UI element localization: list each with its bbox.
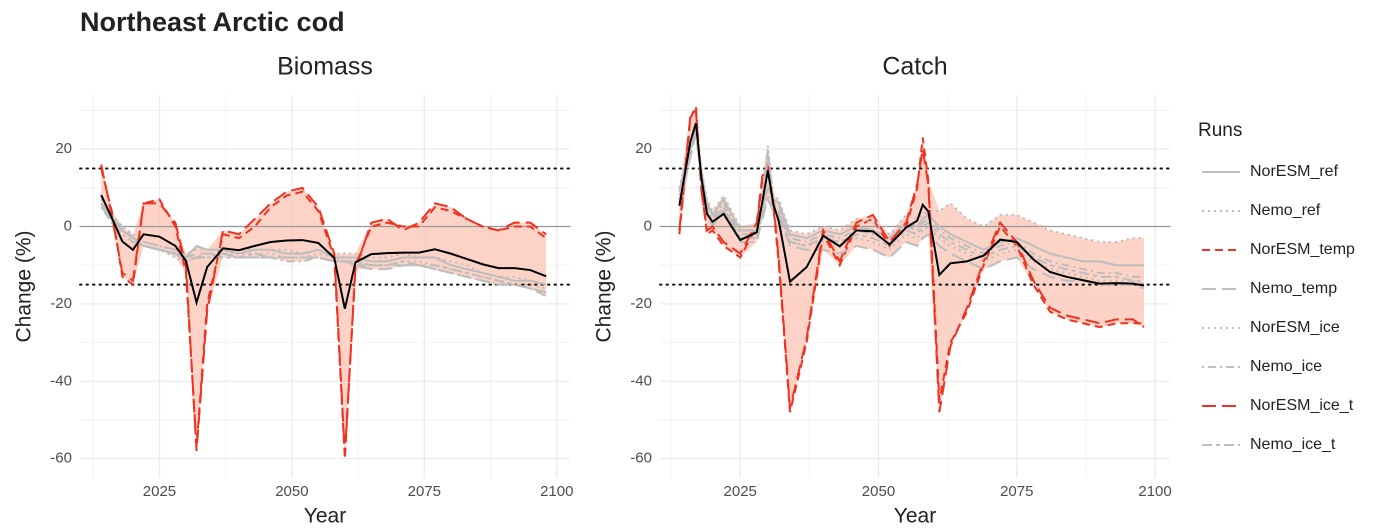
- series-line: [678, 133, 1145, 290]
- y-tick-label: 0: [644, 218, 652, 235]
- legend-label: Nemo_ice: [1250, 358, 1322, 375]
- legend-label: NorESM_ice: [1250, 319, 1340, 336]
- y-tick-label: 20: [635, 140, 652, 157]
- legend-label: Nemo_temp: [1250, 280, 1337, 297]
- y-tick-label: -20: [50, 295, 72, 312]
- x-tick-label: 2100: [1138, 483, 1171, 500]
- x-axis-title: Year: [304, 505, 346, 528]
- series-line: [100, 168, 547, 459]
- series-line: [678, 102, 1144, 413]
- y-tick-label: -60: [630, 450, 652, 467]
- legend-label: NorESM_ice_t: [1250, 397, 1354, 414]
- series-line: [678, 108, 1145, 413]
- series-line: [100, 202, 547, 286]
- panel-title: Biomass: [277, 53, 373, 81]
- x-tick-label: 2025: [143, 483, 176, 500]
- legend-title: Runs: [1198, 120, 1242, 141]
- legend-label: NorESM_temp: [1250, 241, 1355, 258]
- series-line: [100, 198, 547, 286]
- y-tick-label: -20: [630, 295, 652, 312]
- ribbon: [679, 106, 1145, 413]
- series-line: [678, 125, 1144, 267]
- panel: Catch Year Change (%) -60 -40 -20 0 20 2025 2050 2…: [593, 53, 1172, 528]
- x-tick-label: 2075: [1000, 483, 1033, 500]
- panel: Biomass Year Change (%) -60 -40 -20 0 20 2025 205…: [13, 53, 574, 528]
- series-line: [100, 206, 547, 294]
- y-tick-label: -40: [630, 372, 652, 389]
- figure-title: Northeast Arctic cod: [80, 7, 345, 37]
- legend-label: Nemo_ice_t: [1250, 436, 1336, 453]
- x-tick-label: 2050: [275, 483, 308, 500]
- x-tick-label: 2050: [862, 483, 895, 500]
- panel-title: Catch: [882, 53, 947, 81]
- x-axis-title: Year: [894, 505, 936, 528]
- y-tick-label: 20: [55, 140, 72, 157]
- y-tick-label: -60: [50, 450, 72, 467]
- legend-label: Nemo_ref: [1250, 202, 1321, 219]
- mean-line: [678, 122, 1145, 287]
- x-tick-label: 2075: [408, 483, 441, 500]
- mean-line: [100, 194, 547, 309]
- legend-label: NorESM_ref: [1250, 163, 1339, 180]
- y-axis-title: Change (%): [593, 230, 616, 342]
- y-axis-title: Change (%): [13, 230, 36, 342]
- y-tick-label: -40: [50, 372, 72, 389]
- ribbon: [101, 164, 547, 459]
- x-tick-label: 2025: [724, 483, 757, 500]
- y-tick-label: 0: [64, 218, 72, 235]
- series-line: [100, 164, 547, 455]
- x-tick-label: 2100: [540, 483, 573, 500]
